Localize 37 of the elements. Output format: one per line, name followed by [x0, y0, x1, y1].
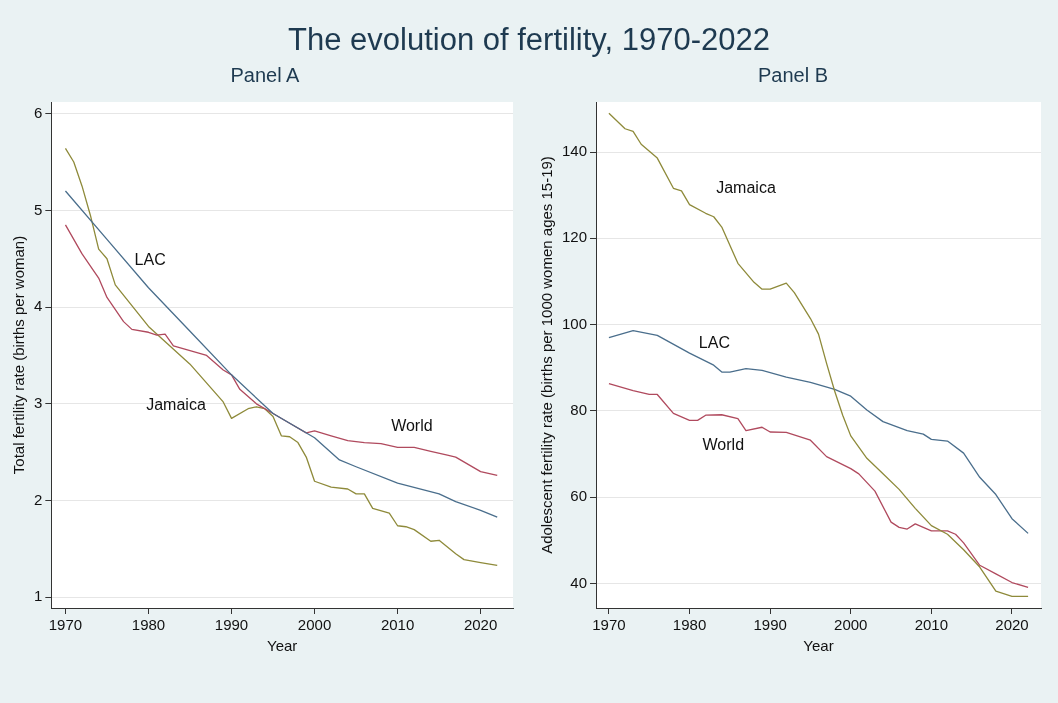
- chart-subtitle: Panel A: [229, 64, 301, 88]
- x-tick-label: 1970: [48, 616, 83, 634]
- x-tick-label: 1980: [131, 616, 166, 634]
- y-tick-label: 100: [562, 314, 588, 332]
- y-axis-title: Total fertility rate (births per woman): [10, 235, 28, 475]
- y-tick-label: 1: [34, 587, 43, 605]
- series-label: LAC: [698, 333, 730, 351]
- y-tick-label: 6: [34, 103, 43, 121]
- y-tick-label: 120: [562, 228, 588, 246]
- x-axis-title: Year: [267, 637, 298, 655]
- y-tick-label: 4: [34, 297, 43, 315]
- y-tick-label: 40: [570, 573, 588, 591]
- y-tick-label: 140: [562, 142, 588, 160]
- x-tick-label: 1980: [672, 616, 707, 634]
- x-tick-label: 2010: [380, 616, 415, 634]
- series-label: Jamaica: [146, 396, 206, 414]
- x-axis-title: Year: [803, 637, 834, 655]
- x-tick-label: 2010: [914, 616, 949, 634]
- series-label: LAC: [134, 251, 166, 269]
- series-label: World: [702, 436, 745, 454]
- y-axis-title: Adolescent fertility rate (births per 1000 women ages 15-19): [538, 156, 556, 554]
- x-tick-label: 1990: [753, 616, 787, 634]
- x-tick-label: 2000: [297, 616, 332, 634]
- x-tick-label: 1990: [214, 616, 249, 634]
- y-tick-label: 60: [570, 487, 588, 505]
- x-tick-label: 2020: [463, 616, 498, 634]
- chart-title: Panel B: [756, 64, 830, 88]
- chart-title: The evolution of fertility, 1970-2022: [287, 22, 771, 59]
- series-label: World: [391, 416, 433, 434]
- y-tick-label: 3: [34, 394, 43, 411]
- y-tick-label: 80: [570, 401, 588, 418]
- x-tick-label: 2020: [995, 616, 1029, 634]
- x-tick-label: 1970: [592, 616, 626, 634]
- y-tick-label: 2: [34, 490, 43, 508]
- series-label: Jamaica: [716, 178, 776, 196]
- x-tick-label: 2000: [834, 616, 868, 634]
- y-tick-label: 5: [34, 200, 43, 218]
